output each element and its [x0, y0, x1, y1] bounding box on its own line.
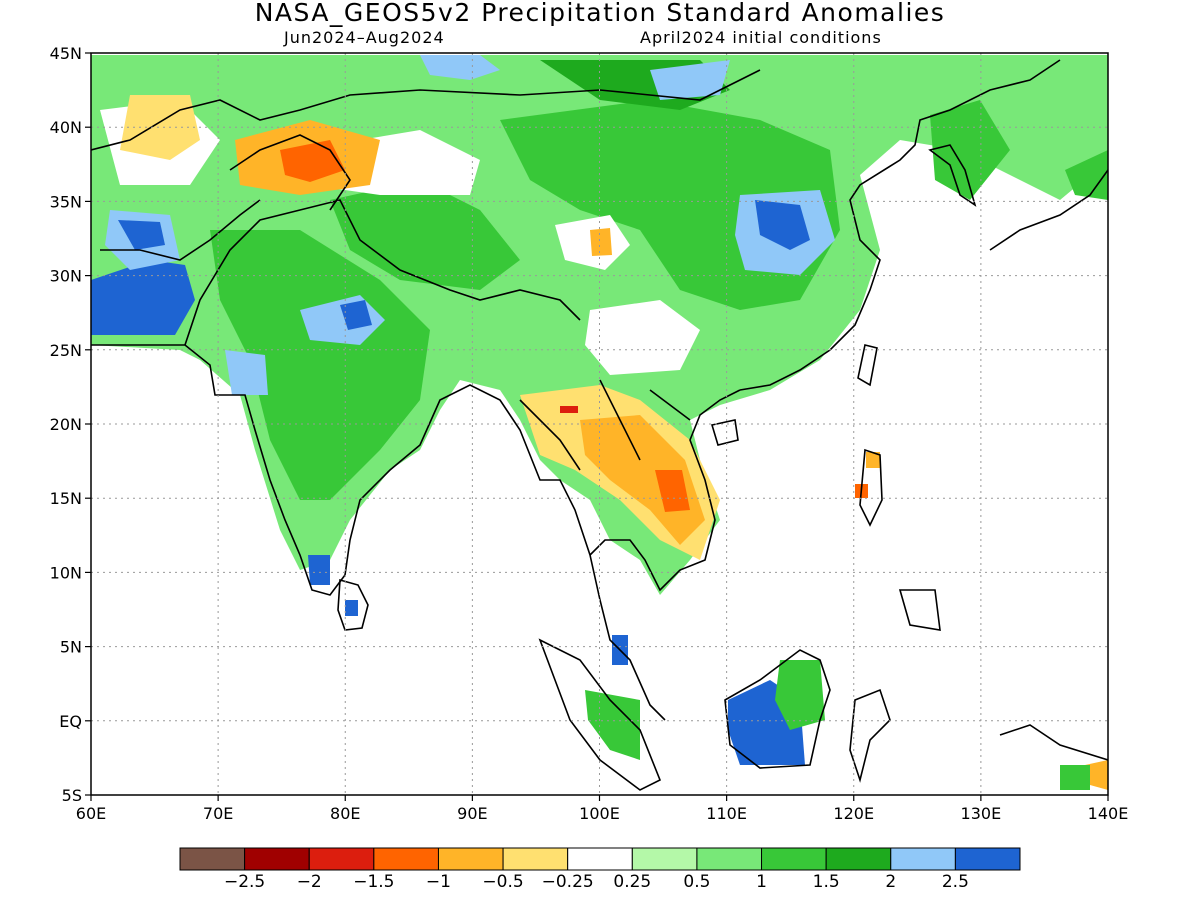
coast-borneo [724, 649, 831, 769]
anomaly-region-myanmar-1.5 [560, 406, 578, 413]
colorbar-label: 1.5 [813, 872, 840, 892]
lon-label: 120E [833, 804, 874, 823]
colorbar-swatch [954, 847, 1021, 871]
lon-label: 130E [961, 804, 1002, 823]
lat-label: 30N [50, 267, 82, 286]
lon-label: 100E [579, 804, 620, 823]
lat-label: 45N [50, 44, 82, 63]
coast-hainan [710, 419, 739, 446]
anomaly-region-india-1.5 [210, 230, 430, 500]
colorbar-swatch [696, 847, 763, 871]
anomaly-region-borneo-1.5 [775, 660, 825, 730]
anomaly-region-korea-1.5 [930, 100, 1010, 200]
colorbar-swatch [502, 847, 569, 871]
border-central-asia [91, 69, 761, 151]
lat-label: 10N [50, 563, 82, 582]
lon-label: 60E [76, 804, 106, 823]
coast-luzon [859, 448, 883, 527]
colorbar-swatch [373, 847, 439, 871]
anomaly-region-mongolia-2b [650, 60, 730, 100]
colorbar-swatch [244, 847, 310, 871]
lat-label: 15N [50, 489, 82, 508]
coast-japan [989, 169, 1108, 251]
coast-newguinea [999, 724, 1108, 761]
anomaly-region-sindia-2 [308, 555, 330, 585]
coast-taiwan [857, 344, 878, 387]
colorbar-swatch [567, 847, 633, 871]
colorbar-label: −2.5 [224, 872, 265, 892]
lon-label: 80E [330, 804, 360, 823]
anomaly-region-gujarat-2 [225, 350, 268, 395]
anomaly-region-yunnan-white [585, 300, 700, 375]
coastlines [91, 59, 1108, 791]
forecast-period: Jun2024–Aug2024 [284, 28, 445, 47]
anomaly-region-pakistan-2.5 [91, 260, 195, 335]
anomaly-region-nindia-2.5 [340, 300, 372, 330]
anomaly-fields [91, 55, 1108, 790]
coast-indochina [589, 389, 741, 592]
lon-label: 140E [1088, 804, 1129, 823]
anomaly-region-srilanka-2 [345, 600, 358, 616]
anomaly-region-laos-1 [655, 470, 690, 512]
anomaly-region-sumatra-1.5 [585, 690, 640, 760]
colorbar-label: −2 [297, 872, 322, 892]
anomaly-region-luzon-0.5 [866, 452, 880, 468]
coast-china [739, 59, 1061, 391]
colorbar-label: 1 [756, 872, 767, 892]
colorbar-label: −1 [426, 872, 451, 892]
anomaly-region-tibet-1.5 [330, 180, 520, 290]
lat-lon-grid [91, 53, 1108, 795]
map-title: NASA_GEOS5v2 Precipitation Standard Anom… [254, 0, 946, 27]
colorbar-label: 0.25 [613, 872, 651, 892]
border-china-west [229, 134, 351, 211]
border-afghanistan [100, 199, 261, 261]
anomaly-region-tibet-0.5 [590, 228, 612, 256]
coast-korea [928, 144, 977, 207]
colorbar-label: 2 [885, 872, 896, 892]
anomaly-region-tajik-1 [280, 140, 345, 182]
lat-label: 20N [50, 415, 82, 434]
anomaly-region-png-0.5 [1085, 760, 1108, 790]
colorbar-swatch [631, 847, 698, 871]
colorbar-swatch [825, 847, 892, 871]
colorbar-swatch [437, 847, 504, 871]
colorbar-swatch [179, 847, 246, 871]
coast-mindanao [898, 589, 941, 631]
anomaly-region-japan-1.5 [1065, 150, 1108, 200]
lat-label: EQ [59, 712, 82, 731]
lon-label: 90E [457, 804, 487, 823]
lon-label: 70E [203, 804, 233, 823]
colorbar-label: 2.5 [942, 872, 969, 892]
coast-srilanka [337, 578, 369, 631]
colorbar-swatch [890, 847, 956, 871]
anomaly-region-kazakh-2 [420, 55, 500, 80]
border-seasia [519, 379, 691, 471]
anomaly-region-thai-0.5 [580, 415, 705, 545]
colorbar-label: −0.25 [542, 872, 594, 892]
coast-arabian-sea [91, 344, 666, 721]
colorbar-label: −0.5 [482, 872, 523, 892]
initial-conditions: April2024 initial conditions [640, 28, 882, 47]
anomaly-region-png-1.5 [1060, 765, 1090, 790]
coast-sulawesi [849, 688, 891, 783]
coast-sumatra [538, 638, 662, 791]
lat-label: 5N [60, 638, 82, 657]
border-india-north [184, 199, 581, 346]
colorbar-swatch [308, 847, 375, 871]
lat-label: 25N [50, 341, 82, 360]
lat-label: 40N [50, 118, 82, 137]
lat-label: 35N [50, 192, 82, 211]
colorbar-label: 0.5 [683, 872, 710, 892]
anomaly-region-yangtze-2.5 [755, 200, 810, 250]
anomaly-region-afghanistan-2.5 [118, 220, 165, 250]
anomaly-region-turkmen-0.25 [120, 95, 200, 160]
lat-label: 5S [62, 786, 82, 805]
lon-label: 110E [706, 804, 747, 823]
colorbar-label: −1.5 [353, 872, 394, 892]
colorbar-swatch [761, 847, 827, 871]
colorbar: −2.5 −2 −1.5 −1 −0.5 −0.25 0.25 0.5 1 1.5 2 2.5 [179, 847, 1021, 892]
